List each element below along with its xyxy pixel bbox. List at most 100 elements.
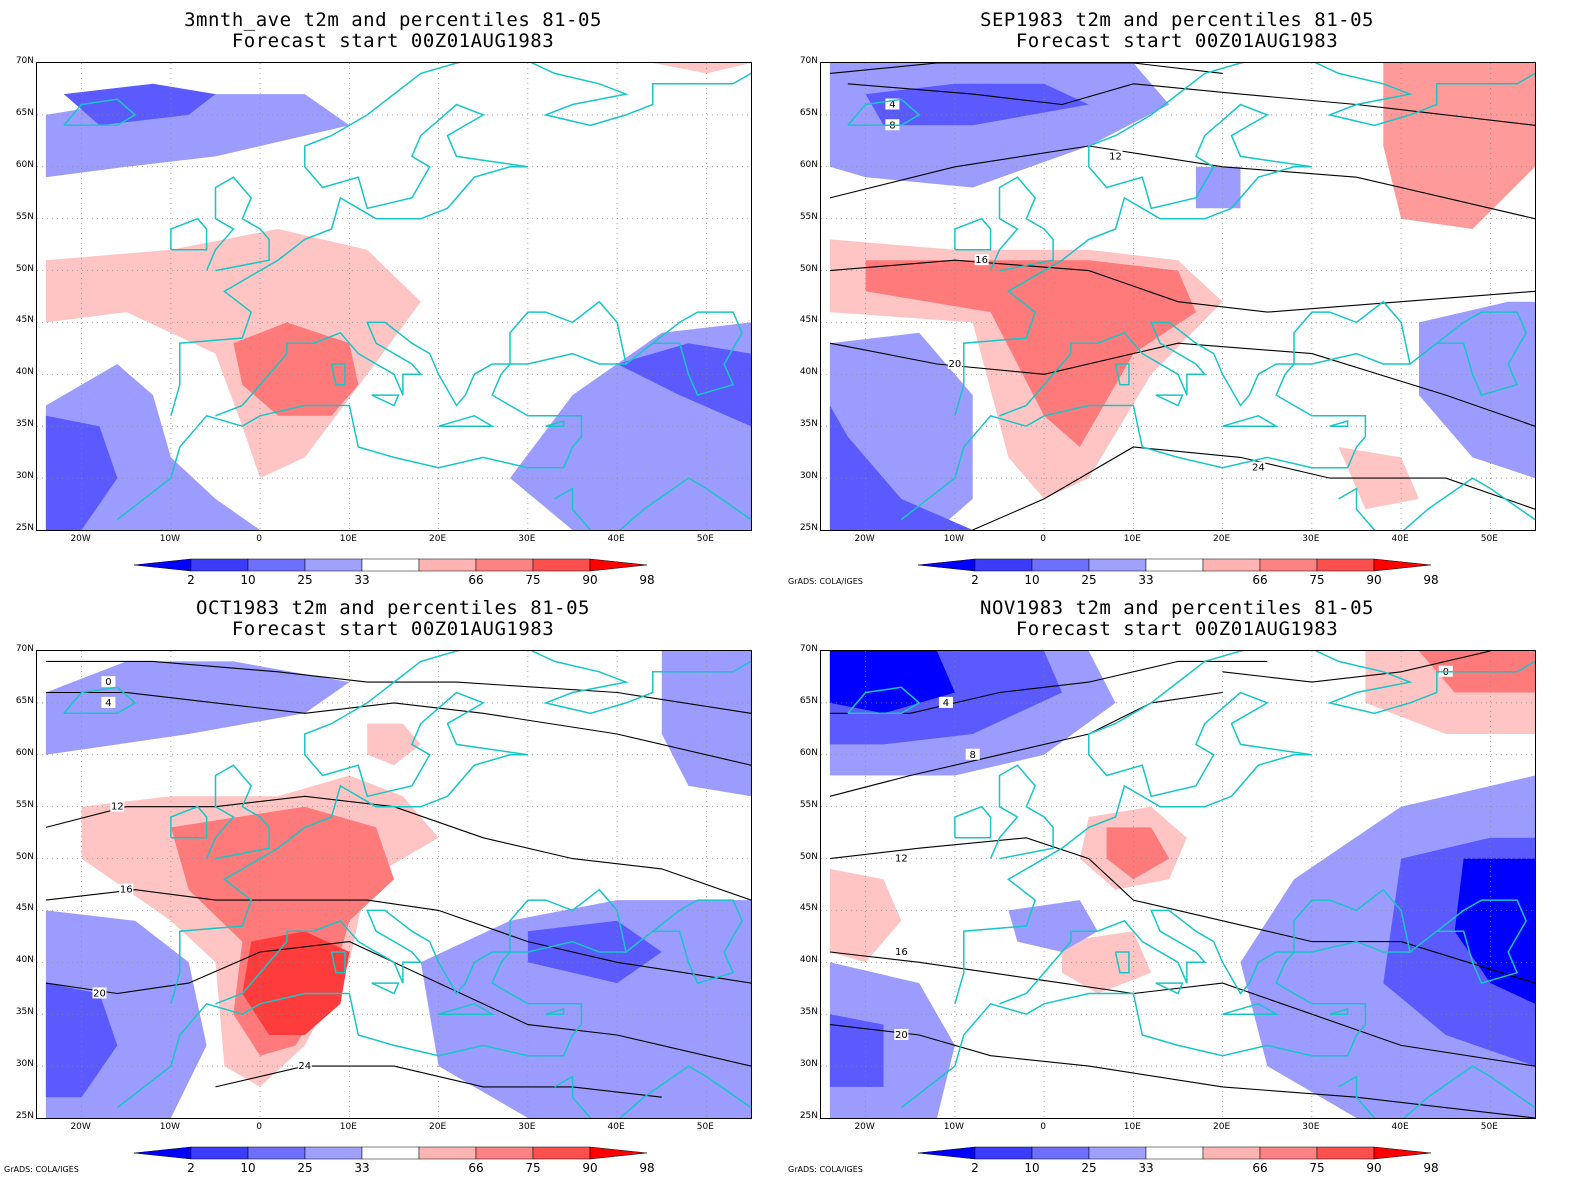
colorbar-segment: [304, 1146, 363, 1160]
colorbar-label: 2: [971, 1161, 979, 1175]
lon-tick-label: 20E: [1213, 1122, 1231, 1132]
coastline: [545, 1008, 565, 1015]
lat-tick-label: 25N: [799, 1111, 818, 1121]
coastline: [116, 909, 583, 1109]
contour-label-bg: [965, 748, 980, 760]
contour-label-bg: [92, 987, 107, 999]
colorbar-label: 2: [187, 1161, 195, 1175]
map-frame: 8 12 16 20 4 0: [820, 650, 1536, 1119]
colorbar-arrow-low: [918, 1146, 976, 1160]
colorbar: [918, 558, 1432, 572]
colorbar: [918, 1146, 1432, 1160]
panel-title-line2: Forecast start 00Z01AUG1983: [1015, 30, 1339, 52]
lon-tick-label: 20W: [70, 1122, 91, 1132]
lat-tick-label: 55N: [799, 799, 818, 810]
lon-tick-label: 30E: [518, 1122, 536, 1132]
colorbar-label: 98: [639, 573, 655, 587]
grads-credit: GrADS: COLA/IGES: [4, 1165, 79, 1174]
coastline: [900, 909, 1367, 1109]
coastline: [509, 888, 627, 953]
coastline: [1114, 951, 1130, 974]
panel-title-line1: SEP1983 t2m and percentiles 81-05: [980, 9, 1374, 31]
percentile-shade-area: [420, 900, 751, 1118]
coastline: [847, 98, 921, 127]
temperature-contour: [45, 941, 751, 1067]
colorbar-label: 10: [240, 1161, 256, 1175]
coastline: [371, 982, 400, 995]
colorbar-label: 2: [971, 573, 979, 587]
colorbar-label: 66: [1252, 573, 1268, 587]
contour-label-bg: [894, 852, 909, 864]
coastline: [1329, 1008, 1349, 1015]
lon-tick-label: 20W: [854, 534, 875, 544]
lon-tick-label: 0: [256, 534, 262, 544]
coastline: [170, 63, 751, 417]
map-panel-1: 3mnth_ave t2m and percentiles 81-05 Forec…: [0, 0, 790, 588]
panel-title-line2: Forecast start 00Z01AUG1983: [1015, 618, 1339, 640]
map-panel-4: NOV1983 t2m and percentiles 81-05 Forecas…: [784, 588, 1574, 1176]
temperature-contour: [215, 1065, 662, 1098]
temperature-contour: [829, 691, 1223, 797]
lon-tick-label: 30E: [1302, 1122, 1320, 1132]
percentile-shade-area: [1419, 301, 1535, 479]
coastline: [1329, 420, 1349, 427]
coastline: [438, 414, 495, 427]
lat-tick-label: 35N: [15, 419, 34, 430]
colorbar-label: 66: [468, 1161, 484, 1175]
coastline: [954, 651, 1535, 1005]
map-frame: 12 16 20 24 4 0: [36, 650, 752, 1119]
coastline: [954, 63, 1535, 417]
colorbar-label: 33: [354, 1161, 370, 1175]
percentile-shade-area: [45, 661, 350, 755]
colorbar-segment: [1202, 558, 1261, 572]
contour-label-bg: [947, 357, 962, 369]
colorbar-segment: [1088, 1146, 1147, 1160]
contour-label: 20: [949, 359, 962, 370]
contour-label: 12: [1109, 151, 1122, 162]
lon-tick-label: 10E: [339, 534, 357, 544]
colorbar-label: 10: [1024, 1161, 1040, 1175]
coastline: [1114, 363, 1130, 386]
lat-tick-label: 50N: [799, 851, 818, 862]
lon-tick-label: 20W: [70, 534, 91, 544]
coastline: [954, 805, 992, 839]
temperature-contour: [829, 837, 1535, 984]
lat-tick-label: 60N: [15, 747, 34, 758]
lat-tick-label: 65N: [15, 107, 34, 118]
coastline: [989, 176, 1054, 272]
contour-label-bg: [101, 676, 116, 688]
lon-tick-label: 20E: [429, 534, 447, 544]
temperature-contour: [45, 889, 751, 984]
coastline: [1293, 888, 1411, 953]
colorbar-arrow-low: [918, 558, 976, 572]
coastline: [170, 805, 208, 839]
contour-label: 12: [895, 854, 908, 865]
lon-tick-label: 0: [1040, 534, 1046, 544]
lat-tick-label: 70N: [799, 56, 818, 66]
coastline: [63, 686, 137, 715]
colorbar-segment: [247, 1146, 306, 1160]
contour-label: 12: [111, 802, 124, 813]
colorbar-segment: [190, 558, 249, 572]
colorbar-label: 10: [240, 573, 256, 587]
percentile-shade-area: [367, 723, 421, 766]
coastline: [116, 321, 583, 521]
lat-tick-label: 30N: [799, 1059, 818, 1070]
coastline: [625, 311, 743, 397]
colorbar-segment: [190, 1146, 249, 1160]
lon-tick-label: 10E: [1123, 1122, 1141, 1132]
lat-tick-label: 40N: [799, 955, 818, 966]
colorbar-segment: [1031, 1146, 1090, 1160]
lat-tick-label: 25N: [15, 523, 34, 533]
lat-tick-label: 65N: [15, 695, 34, 706]
lat-tick-label: 30N: [799, 471, 818, 482]
temperature-contour: [829, 145, 1535, 220]
coastline: [509, 300, 627, 365]
lon-tick-label: 50E: [1480, 1122, 1498, 1132]
colorbar-segment: [1316, 1146, 1375, 1160]
colorbar-label: 90: [1366, 1161, 1382, 1175]
lon-tick-label: 50E: [696, 1122, 714, 1132]
colorbar-segment: [1202, 1146, 1261, 1160]
lat-tick-label: 60N: [799, 159, 818, 170]
